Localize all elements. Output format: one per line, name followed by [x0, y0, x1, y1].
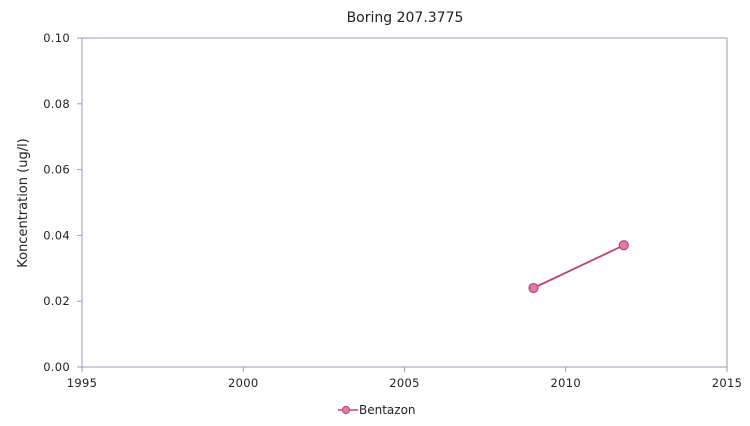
y-tick-label: 0.04: [43, 228, 70, 242]
y-tick-label: 0.02: [43, 294, 70, 308]
x-tick-label: 2000: [228, 376, 258, 390]
legend-label-bentazon: Bentazon: [359, 403, 416, 417]
x-axis: 1995 2000 2005 2010 2015: [67, 367, 742, 390]
chart-title: Boring 207.3775: [347, 10, 464, 26]
y-tick-label: 0.00: [43, 360, 70, 374]
x-tick-label: 1995: [67, 376, 97, 390]
legend-marker-bentazon: [341, 405, 351, 415]
data-point-bentazon: [618, 240, 629, 251]
y-tick-label: 0.08: [43, 97, 70, 111]
x-tick-label: 2010: [551, 376, 581, 390]
plot-area: [81, 37, 728, 368]
series-layer: [528, 240, 629, 294]
legend: Bentazon: [338, 403, 416, 417]
y-axis: 0.00 0.02 0.04 0.06 0.08 0.10: [43, 31, 82, 374]
y-axis-label: Koncentration (ug/l): [16, 138, 31, 268]
x-tick-label: 2015: [712, 376, 742, 390]
y-tick-label: 0.06: [43, 163, 70, 177]
y-tick-label: 0.10: [43, 31, 70, 45]
data-point-bentazon: [528, 282, 539, 294]
x-tick-label: 2005: [389, 376, 419, 390]
series-line-bentazon: [533, 244, 625, 289]
